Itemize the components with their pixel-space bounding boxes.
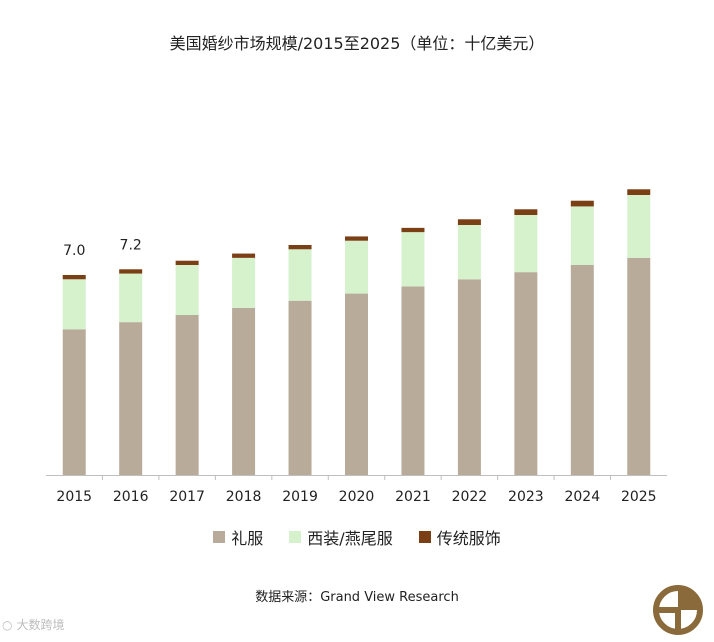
x-tick-label-2022: 2022	[452, 489, 488, 505]
bar-segment-2024-s2	[570, 200, 594, 207]
pie-logo-icon	[650, 582, 706, 642]
bar-segment-2017-s2	[175, 260, 199, 265]
bar-segment-2016-s1	[119, 273, 143, 323]
chart-title: 美国婚纱市场规模/2015至2025（单位：十亿美元）	[169, 34, 545, 53]
bar-segment-2017-s0	[175, 315, 199, 475]
watermark-text: 大数跨境	[16, 618, 65, 632]
x-tick-label-2015: 2015	[56, 489, 92, 505]
chart-area: 2015 7.0 2016 7.2 2017 2018 2019 2020 2021 2022 20…	[46, 189, 667, 505]
bar-segment-2015-s2	[62, 275, 86, 280]
bar-segment-2023-s2	[514, 209, 538, 215]
x-tick-label-2017: 2017	[169, 489, 205, 505]
legend-item-suit: 西装/燕尾服	[289, 525, 393, 549]
bar-segment-2024-s1	[570, 206, 594, 265]
bar-segment-2021-s1	[401, 232, 425, 287]
bar-segment-2025-s2	[627, 189, 651, 195]
bar-segment-2018-s0	[232, 307, 256, 475]
watermark: ○ 大数跨境	[2, 616, 65, 633]
bar-segment-2017-s1	[175, 265, 199, 315]
bar-segment-2022-s0	[457, 279, 481, 475]
x-tick-label-2016: 2016	[113, 489, 149, 505]
bar-segment-2022-s2	[457, 219, 481, 225]
bar-segment-2022-s1	[457, 225, 481, 280]
bar-segment-2023-s1	[514, 215, 538, 273]
bar-segment-2025-s1	[627, 195, 651, 258]
bar-segment-2019-s0	[288, 300, 312, 475]
bar-segment-2020-s2	[345, 236, 368, 241]
x-tick-label-2018: 2018	[226, 489, 262, 505]
bar-segment-2016-s2	[119, 269, 143, 274]
bar-segment-2024-s0	[570, 265, 594, 475]
bar-segment-2021-s0	[401, 286, 425, 475]
legend-item-traditional: 传统服饰	[418, 525, 501, 549]
x-tick-label-2024: 2024	[564, 489, 600, 505]
bar-segment-2015-s1	[62, 279, 86, 330]
legend-label-suit: 西装/燕尾服	[307, 529, 393, 548]
x-tick-label-2021: 2021	[395, 489, 431, 505]
watermark-logo-icon: ○	[2, 617, 13, 632]
x-tick-label-2023: 2023	[508, 489, 544, 505]
bar-segment-2021-s2	[401, 227, 425, 233]
legend-label-traditional: 传统服饰	[436, 529, 501, 548]
bar-segment-2019-s1	[288, 249, 312, 301]
bar-segment-2020-s0	[345, 293, 368, 475]
bar-segment-2018-s2	[232, 253, 256, 258]
bar-segment-2025-s0	[627, 257, 651, 475]
legend-item-gown: 礼服	[213, 525, 263, 549]
bar-segment-2020-s1	[345, 240, 368, 294]
legend-swatch-gown	[213, 531, 226, 543]
bar-segment-2018-s1	[232, 257, 256, 308]
x-tick-label-2025: 2025	[621, 489, 657, 505]
x-tick-label-2019: 2019	[282, 489, 318, 505]
data-label-2015: 7.0	[63, 243, 85, 259]
data-label-2016: 7.2	[120, 237, 142, 253]
legend: 礼服 西装/燕尾服 传统服饰	[0, 525, 714, 549]
x-tick-label-2020: 2020	[339, 489, 375, 505]
bar-segment-2016-s0	[119, 322, 143, 475]
bar-segment-2015-s0	[62, 329, 86, 475]
bar-segment-2019-s2	[288, 245, 312, 250]
bar-segment-2023-s0	[514, 272, 538, 475]
legend-label-gown: 礼服	[231, 529, 264, 548]
legend-swatch-suit	[289, 531, 302, 543]
legend-swatch-traditional	[418, 531, 431, 543]
source-note: 数据来源：Grand View Research	[255, 590, 459, 605]
